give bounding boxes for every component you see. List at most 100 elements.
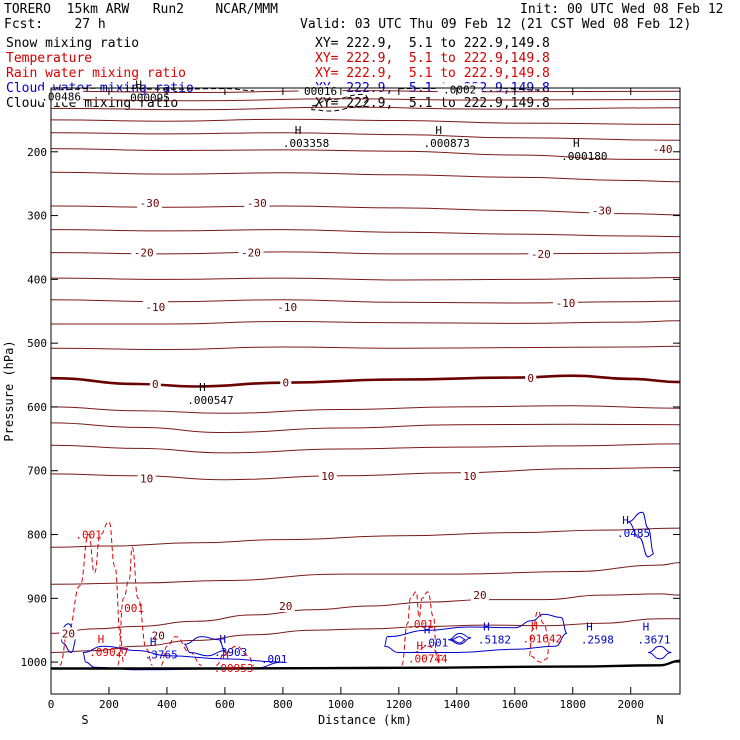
- legend-rain-label: Rain water mixing ratio: [6, 66, 187, 81]
- contour-labels: -30 -30 -30 -40 -20 -20 -20 -10 -10 -10 0 0 0 10 10 10 2…: [39, 79, 676, 675]
- isotherm-4: [51, 132, 680, 141]
- cloud-label-0: .001: [261, 653, 288, 666]
- x-tick-label-8: 1600: [502, 698, 529, 711]
- rain-contour-0: [59, 521, 124, 666]
- x-tick-label-0: 0: [48, 698, 55, 711]
- snow-label-2: .0002: [443, 83, 476, 96]
- isotherm-16: [51, 422, 680, 434]
- isotherm-label-bg: [276, 599, 295, 612]
- rain-contours: [59, 521, 551, 666]
- y-tick-label-7: 900: [27, 592, 47, 605]
- isotherm-label-15: 10: [463, 470, 476, 483]
- max-marker-7: H: [150, 636, 157, 649]
- isotherm-label-6: -20: [531, 248, 551, 261]
- x-tick-label-9: 1800: [560, 698, 587, 711]
- isotherm-label-8: -10: [277, 301, 297, 314]
- isotherm-label-19: 20: [152, 629, 165, 642]
- valid-time: Valid: 03 UTC Thu 09 Feb 12 (21 CST Wed …: [300, 17, 692, 32]
- rain-contour-2: [160, 636, 202, 666]
- max-value-5: .0485: [617, 527, 650, 540]
- terrain-line: [51, 659, 680, 670]
- legend-temperature-label: Temperature: [6, 51, 93, 66]
- rain-label-2: .001: [407, 618, 434, 631]
- isotherm-2: [51, 106, 680, 111]
- ground-layer: [51, 659, 680, 670]
- y-tick-label-2: 400: [27, 273, 47, 286]
- isotherm-label-bg: [137, 472, 156, 485]
- isotherm-label-bg: [318, 469, 337, 482]
- max-marker-15: H: [531, 620, 538, 633]
- max-value-4: .000547: [187, 394, 233, 407]
- rain-contour-6: [528, 610, 551, 663]
- max-marker-9: H: [483, 620, 490, 633]
- isotherm-14: [51, 374, 680, 388]
- max-marker-4: H: [199, 381, 206, 394]
- rain-contour-4: [401, 591, 440, 666]
- max-value-15: .01642: [522, 633, 562, 646]
- snow-label-bg: [437, 83, 482, 96]
- isotherm-label-bg: [137, 196, 163, 209]
- isotherm-label-12: 0: [527, 372, 534, 385]
- isotherm-12: [51, 320, 680, 325]
- max-value-1: .003358: [283, 137, 329, 150]
- y-tick-label-5: 700: [27, 465, 47, 478]
- max-value-9: .5182: [478, 633, 511, 646]
- snow-label-0: .00486: [41, 90, 81, 103]
- max-value-8: .001: [422, 637, 449, 650]
- cloud-contour-3: [383, 613, 568, 653]
- end-label-north: N: [656, 713, 663, 727]
- isotherm-label-bg: [460, 469, 479, 482]
- isotherm-label-7: -10: [145, 301, 165, 314]
- isotherm-label-4: -20: [134, 247, 154, 260]
- y-tick-label-3: 500: [27, 337, 47, 350]
- isotherm-label-10: 0: [152, 378, 159, 391]
- snow-label-1: 00016: [304, 85, 337, 98]
- max-marker-6: H: [219, 633, 226, 646]
- legend-snow-label: Snow mixing ratio: [6, 36, 140, 51]
- max-marker-5: H: [622, 514, 629, 527]
- snow-label-bg: [39, 90, 84, 103]
- isotherm-label-bg: [142, 300, 168, 313]
- y-tick-label-8: 1000: [21, 656, 48, 669]
- isotherm-label-14: 10: [321, 470, 334, 483]
- isotherm-label-bg: [244, 196, 270, 209]
- isotherm-label-11: 0: [282, 377, 289, 390]
- max-value-14: .00744: [408, 652, 448, 665]
- isotherm-10: [51, 277, 680, 281]
- max-value-12: .09027: [89, 646, 129, 659]
- cloud-contour-4: [448, 632, 472, 645]
- end-label-south: S: [81, 713, 88, 727]
- isotherm-22: [51, 618, 680, 653]
- isotherm-label-bg: [553, 296, 579, 309]
- rain-label-0: .001: [75, 529, 102, 542]
- rain-contour-1: [117, 546, 153, 666]
- isotherm-label-3: -40: [653, 143, 673, 156]
- isotherm-label-5: -20: [241, 247, 261, 260]
- isotherm-3: [51, 118, 680, 125]
- isotherm-label-bg: [238, 246, 264, 259]
- isotherm-5: [51, 148, 680, 160]
- isotherm-label-18: 20: [62, 627, 75, 640]
- isotherm-label-bg: [589, 204, 615, 217]
- x-tick-label-5: 1000: [328, 698, 355, 711]
- isotherm-label-bg: [149, 377, 161, 390]
- max-value-6: .3903: [214, 646, 247, 659]
- isotherm-label-bg: [274, 300, 300, 313]
- max-value-0: .000095: [123, 92, 169, 105]
- isotherm-label-bg: [650, 143, 676, 156]
- max-marker-3: H: [573, 137, 580, 150]
- isotherm-label-bg: [525, 372, 537, 385]
- model-title: TORERO 15km ARW Run2 NCAR/MMM: [4, 2, 278, 17]
- x-axis-title: Distance (km): [318, 713, 412, 727]
- max-value-7: .3765: [145, 649, 178, 662]
- max-marker-8: H: [424, 624, 431, 637]
- y-tick-label-6: 800: [27, 529, 47, 542]
- cloud-contour-7: [648, 645, 672, 660]
- rain-contour-3: [216, 645, 255, 666]
- isotherm-19: [51, 527, 680, 548]
- x-tick-label-6: 1200: [386, 698, 413, 711]
- rain-contour-5: [413, 645, 443, 657]
- x-tick-label-7: 1400: [444, 698, 471, 711]
- isotherm-15: [51, 405, 680, 414]
